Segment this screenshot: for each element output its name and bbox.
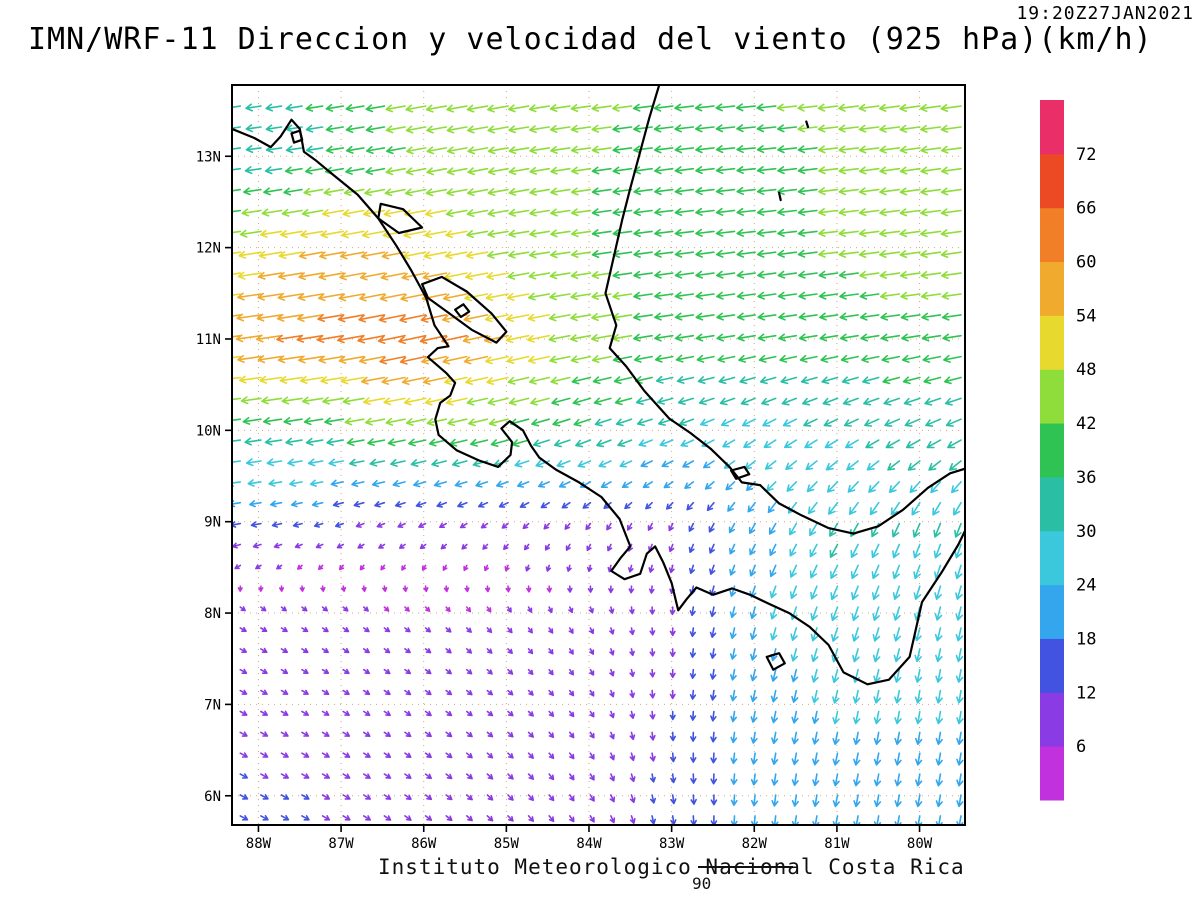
y-tick-label: 13N <box>196 149 221 165</box>
y-tick-label: 12N <box>196 241 221 257</box>
bocas-island <box>730 465 751 480</box>
wind-arrows-speed-bin-8 <box>232 209 550 406</box>
colorbar-segment <box>1040 207 1064 263</box>
colorbar-tick-label: 18 <box>1076 629 1096 649</box>
y-tick-label: 10N <box>196 423 221 439</box>
colorbar-tick-label: 30 <box>1076 522 1096 542</box>
providencia-island <box>805 120 810 129</box>
pacific-coast <box>232 118 965 686</box>
colorbar-segment <box>1040 423 1064 478</box>
wind-arrows-speed-bin-6 <box>232 103 962 448</box>
wind-arrows-speed-bin-3 <box>232 460 964 825</box>
colorbar-segment <box>1040 315 1064 370</box>
y-tick-label: 7N <box>204 697 221 713</box>
valid-time-label: 19:20Z27JAN2021 <box>1016 3 1194 24</box>
x-tick-label: 81W <box>824 836 850 852</box>
lake-managua <box>377 202 424 235</box>
colorbar-tick-label: 54 <box>1076 306 1096 326</box>
colorbar-tick-label: 24 <box>1076 576 1096 596</box>
ometepe-island <box>454 303 471 319</box>
x-tick-label: 88W <box>246 836 272 852</box>
y-tick-label: 11N <box>196 332 221 348</box>
x-tick-label: 82W <box>742 836 768 852</box>
y-tick-label: 8N <box>204 606 221 622</box>
wind-arrows-speed-bin-4 <box>232 418 964 725</box>
source-caption: Instituto Meteorologico Nacional Costa R… <box>378 855 965 879</box>
x-tick-label: 87W <box>328 836 354 852</box>
chart-title: IMN/WRF-11 Direccion y velocidad del vie… <box>28 22 1153 57</box>
colorbar-segment <box>1040 530 1064 586</box>
colorbar-tick-label: 66 <box>1076 199 1096 219</box>
colorbar-segment <box>1040 369 1064 424</box>
degree-gridlines <box>232 85 965 825</box>
caption-number: 90 <box>692 874 712 893</box>
colorbar-segment <box>1040 692 1064 747</box>
x-tick-label: 85W <box>494 836 520 852</box>
colorbar-segment <box>1040 638 1064 693</box>
x-tick-label: 83W <box>659 836 685 852</box>
colorbar-tick-label: 36 <box>1076 468 1096 488</box>
colorbar-segment <box>1040 153 1064 209</box>
x-tick-label: 84W <box>576 836 602 852</box>
lake-nicaragua <box>421 275 508 344</box>
coiba-island <box>765 652 786 671</box>
coastline-layer <box>232 85 965 686</box>
wind-arrows-speed-bin-1 <box>232 522 676 824</box>
colorbar-segment <box>1040 476 1064 532</box>
caribbean-coast <box>604 85 965 535</box>
wind-arrows-speed-bin-2 <box>232 500 718 825</box>
y-tick-label: 9N <box>204 515 221 531</box>
colorbar-segment <box>1040 261 1064 316</box>
wind-arrows <box>232 103 964 825</box>
fonseca-island <box>290 129 304 144</box>
x-tick-label: 86W <box>411 836 437 852</box>
san-andres-island <box>778 191 782 202</box>
colorbar-segment <box>1040 100 1064 155</box>
map-axes: 88W 87W 86W 85W 84W 83W 82W 81W 80W 6N 7N 8N 9N 10N 11… <box>196 84 966 852</box>
colorbar: 6 12 18 24 30 36 42 48 54 60 66 72 <box>1040 100 1096 801</box>
colorbar-tick-label: 72 <box>1076 145 1096 165</box>
colorbar-tick-label: 48 <box>1076 360 1096 380</box>
wind-arrows-speed-bin-9 <box>232 251 509 386</box>
x-tick-label: 80W <box>907 836 933 852</box>
colorbar-tick-label: 42 <box>1076 414 1096 434</box>
caption-strike-line <box>698 866 793 868</box>
colorbar-tick-label: 60 <box>1076 253 1096 273</box>
wind-arrows-speed-bin-0 <box>237 564 552 613</box>
colorbar-segment <box>1040 584 1064 639</box>
colorbar-segment <box>1040 746 1064 801</box>
wind-arrows-speed-bin-7 <box>232 103 962 427</box>
colorbar-tick-label: 12 <box>1076 683 1096 703</box>
y-tick-label: 6N <box>204 789 221 805</box>
wind-arrows-speed-bin-10 <box>276 314 468 365</box>
wind-arrows-speed-bin-5 <box>232 103 962 558</box>
colorbar-tick-label: 6 <box>1076 737 1086 757</box>
